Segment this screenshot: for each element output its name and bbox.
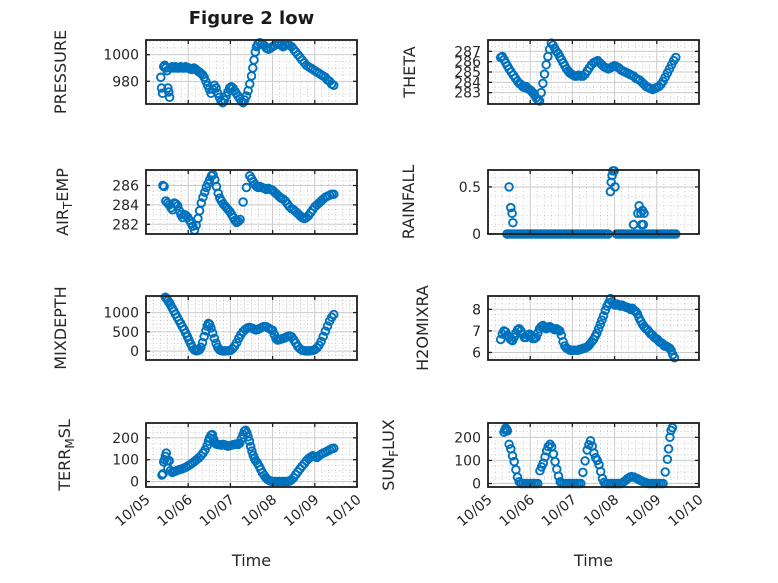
scatter-points (156, 37, 339, 108)
tick-marks (487, 296, 700, 360)
tick-marks (145, 296, 358, 360)
y-tick-label: 200 (454, 430, 481, 446)
tick-marks (487, 170, 700, 235)
y-tick-label: 0 (130, 475, 139, 491)
x-tick-label: 10/10 (665, 492, 706, 530)
tick-marks (145, 423, 358, 487)
x-tick-label: 10/05 (112, 492, 153, 530)
scatter-points (495, 38, 681, 106)
y-tick-label: 0.5 (459, 180, 481, 196)
x-tick-label: 10/07 (197, 492, 238, 530)
subplot-h2omixra: 6 7 8 H2OMIXRA (413, 285, 700, 371)
axes-box (487, 422, 700, 488)
x-axis-label-left: Time (231, 551, 272, 570)
y-tick-label: 284 (112, 198, 139, 214)
y-tick-label: 200 (112, 431, 139, 447)
y-tick-label: 500 (112, 325, 139, 341)
axes-box (145, 39, 358, 105)
x-tick-label: 10/09 (281, 492, 322, 530)
y-tick-label: 286 (454, 55, 481, 71)
y-axis-label: RAINFALL (399, 165, 418, 240)
axes-box (487, 295, 700, 361)
x-tick-label: 10/08 (581, 492, 622, 530)
axes-box (145, 169, 358, 235)
x-tick-label: 10/10 (323, 492, 364, 530)
y-tick-label: 0 (472, 477, 481, 493)
figure-title: Figure 2 low (188, 8, 315, 29)
y-tick-label: 980 (112, 74, 139, 90)
y-tick-label: 1000 (103, 306, 139, 322)
y-tick-label: 6 (472, 345, 481, 361)
y-axis-label: SUNFLUX (379, 419, 401, 491)
y-tick-label: 284 (454, 75, 481, 91)
axes-box (145, 422, 358, 488)
y-tick-label: 100 (454, 453, 481, 469)
y-tick-label: 285 (454, 65, 481, 81)
y-tick-label: 283 (454, 86, 481, 102)
y-tick-label: 7 (472, 324, 481, 340)
x-tick-label: 10/06 (155, 492, 196, 530)
tick-marks (487, 423, 700, 487)
tick-marks (145, 170, 358, 234)
subplot-sun_flux: 0 100 200 SUNFLUX 10/05 10/06 10/07 10/08 10/09 1… (379, 419, 707, 530)
x-tick-label: 10/06 (497, 492, 538, 530)
y-tick-label: 100 (112, 453, 139, 469)
scatter-points (158, 170, 339, 235)
y-axis-label: MIXDEPTH (54, 286, 70, 369)
subplot-mixdepth: 0 500 1000 MIXDEPTH (54, 286, 358, 370)
y-tick-label: 0 (130, 344, 139, 360)
y-axis-label: TERRMSL (55, 419, 77, 492)
minor-grid (488, 170, 699, 234)
y-tick-label: 287 (454, 44, 481, 60)
axes-box (145, 295, 358, 361)
y-tick-label: 286 (112, 179, 139, 195)
scatter-points (495, 293, 680, 363)
scatter-points (160, 292, 339, 356)
x-tick-label: 10/09 (623, 492, 664, 530)
subplot-air_temp: 282 284 286 AIRTEMP (54, 168, 358, 236)
y-axis-label: AIRTEMP (54, 168, 75, 236)
tick-marks (487, 40, 700, 104)
y-axis-label: THETA (400, 46, 419, 98)
scatter-points (157, 425, 339, 487)
y-axis-label: PRESSURE (54, 30, 70, 114)
y-tick-label: 282 (112, 217, 139, 233)
y-tick-label: 8 (472, 302, 481, 318)
x-tick-label: 10/08 (239, 492, 280, 530)
subplot-pressure: 980 1000 PRESSURE (54, 30, 358, 114)
y-tick-label: 0 (472, 227, 481, 243)
subplot-rainfall: 0 0.5 RAINFALL (399, 165, 700, 243)
subplot-terr_msl: 0 100 200 TERRMSL 10/05 10/06 10/07 10/08 10/09 1… (55, 419, 365, 530)
tick-marks (145, 40, 358, 104)
x-axis-label-right: Time (573, 551, 614, 570)
axes-box (487, 169, 700, 235)
y-tick-label: 1000 (103, 48, 139, 64)
y-axis-label: H2OMIXRA (413, 285, 432, 371)
x-tick-label: 10/05 (454, 492, 495, 530)
x-tick-label: 10/07 (539, 492, 580, 530)
